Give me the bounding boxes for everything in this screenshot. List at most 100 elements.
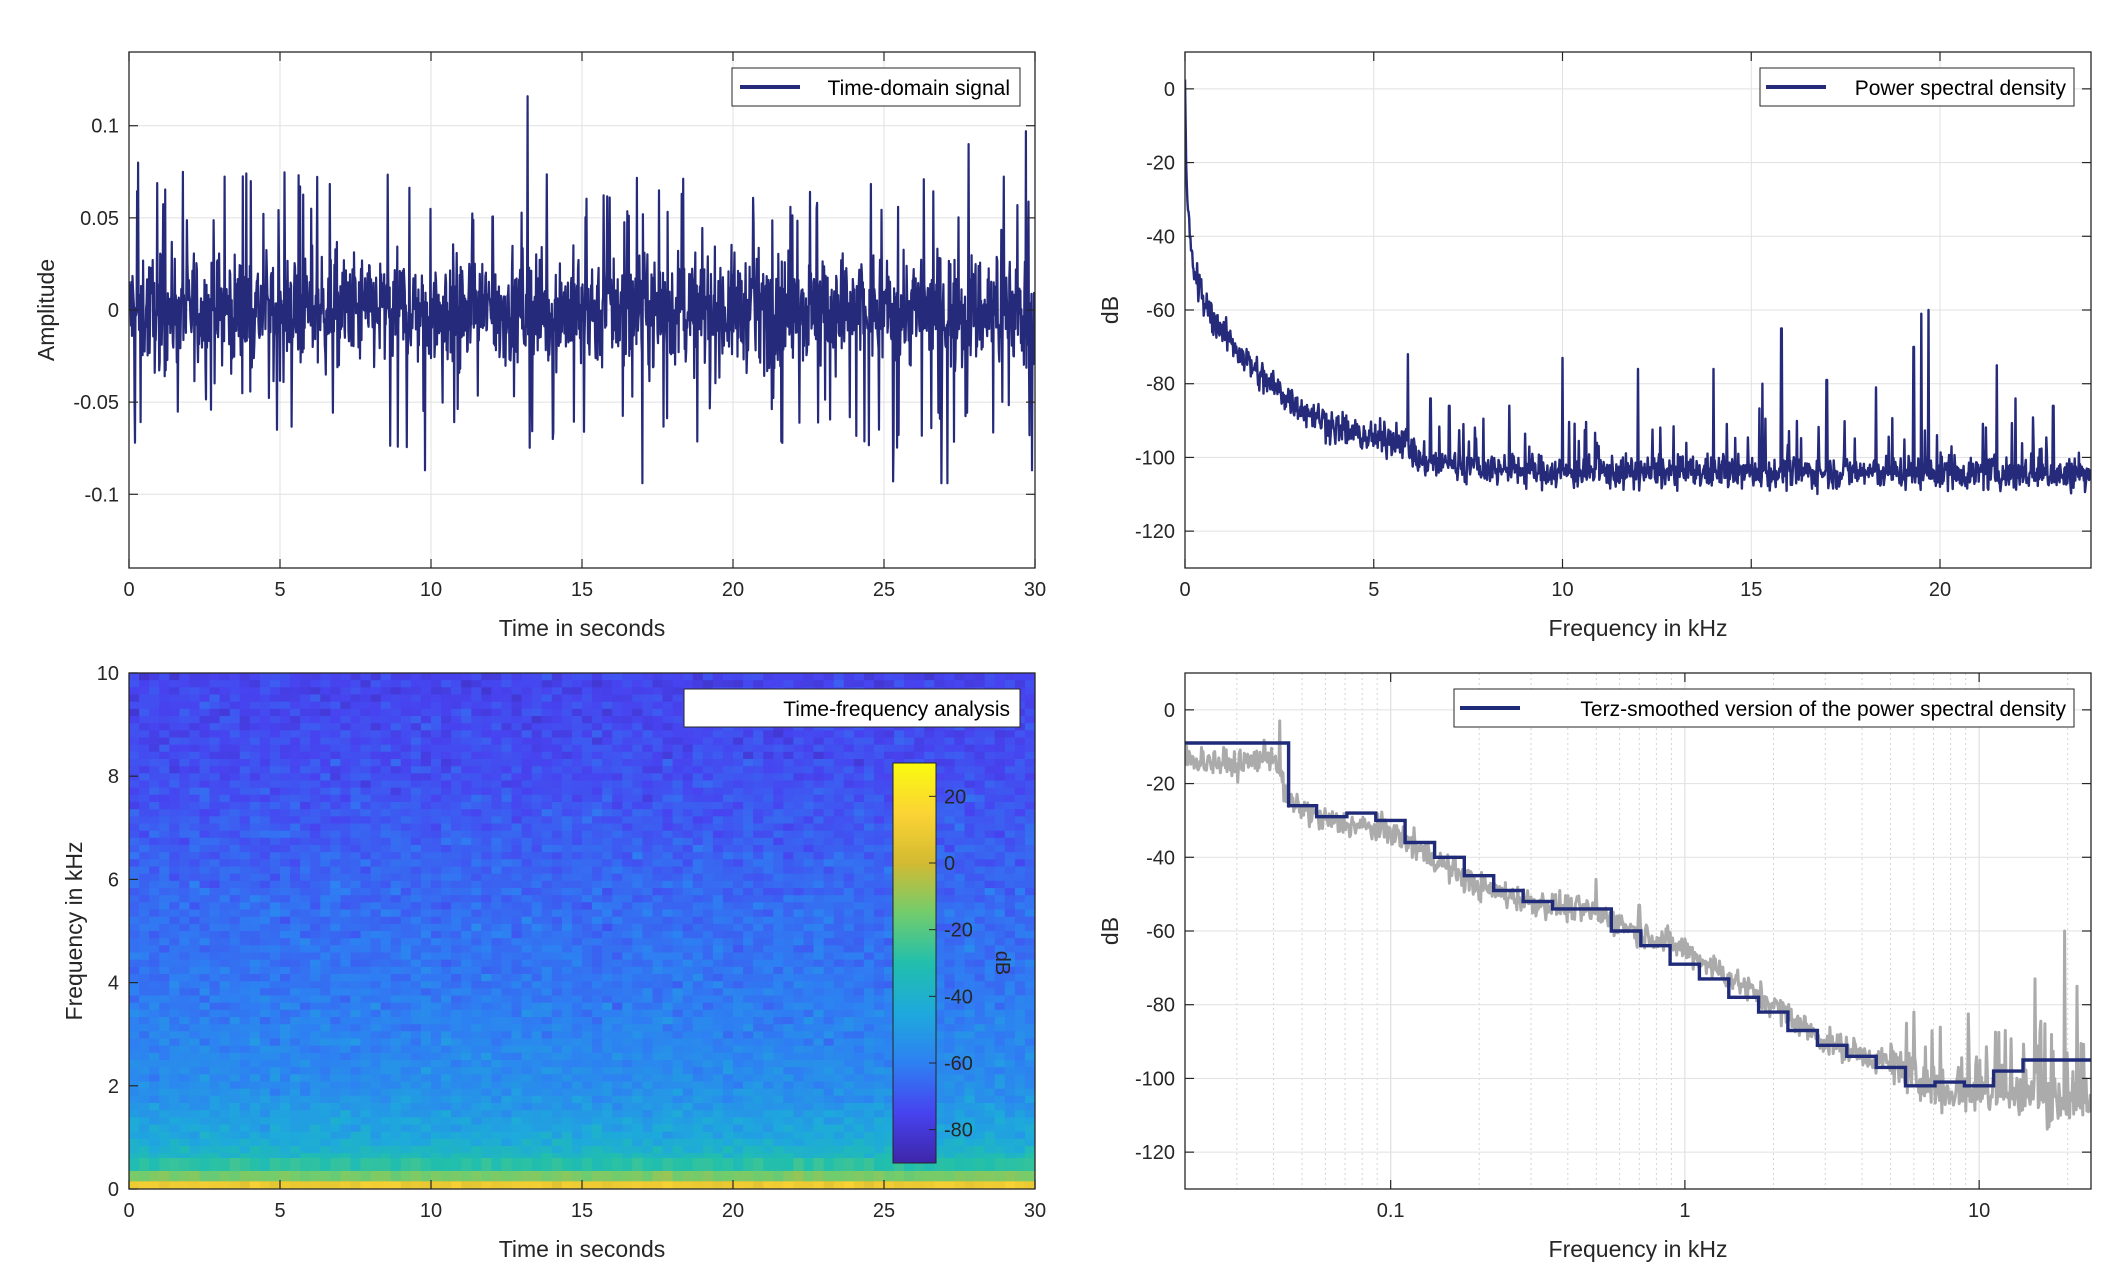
spectrogram-cell — [320, 809, 331, 817]
spectrogram-cell — [561, 780, 573, 789]
spectrogram-cell — [380, 701, 392, 710]
spectrogram-cell — [994, 773, 1006, 782]
spectrogram-cell — [793, 981, 805, 989]
spectrogram-cell — [964, 931, 976, 939]
spectrogram-cell — [259, 701, 271, 710]
spectrogram-cell — [410, 959, 422, 968]
spectrogram-cell — [692, 952, 704, 961]
spectrogram-cell — [743, 966, 754, 975]
spectrogram-cell — [360, 723, 372, 731]
spectrogram-cell — [431, 873, 442, 882]
spectrogram-cell — [853, 931, 865, 939]
spectrogram-cell — [280, 938, 291, 946]
spectrogram-cell — [662, 766, 674, 774]
spectrogram-cell — [139, 737, 150, 746]
spectrogram-cell — [551, 845, 563, 853]
spectrogram-cell — [179, 737, 190, 746]
spectrogram-cell — [602, 687, 613, 696]
spectrogram-cell — [793, 787, 805, 796]
spectrogram-cell — [692, 730, 704, 739]
spectrogram-cell — [733, 751, 744, 760]
spectrogram-cell — [491, 1038, 503, 1047]
spectrogram-cell — [722, 938, 734, 946]
spectrogram-cell — [481, 773, 492, 782]
spectrogram-cell — [612, 673, 623, 681]
spectrogram-cell — [582, 1002, 593, 1011]
spectrogram-cell — [763, 737, 774, 746]
spectrogram-cell — [1004, 744, 1016, 753]
spectrogram-cell — [410, 716, 422, 724]
spectrogram-cell — [914, 751, 925, 760]
spectrogram-cell — [129, 845, 140, 853]
spectrogram-cell — [803, 909, 815, 918]
spectrogram-cell — [672, 759, 684, 767]
spectrogram-cell — [964, 902, 976, 911]
spectrogram-cell — [179, 680, 190, 688]
spectrogram-cell — [511, 959, 523, 968]
spectrogram-cell — [652, 816, 664, 825]
spectrogram-cell — [1014, 737, 1026, 746]
spectrogram-cell — [360, 809, 372, 817]
psd-xtick-label: 20 — [1929, 579, 1951, 601]
spectrogram-cell — [622, 859, 633, 868]
spectrogram-cell — [712, 730, 724, 739]
spectrogram-cell — [259, 952, 271, 961]
spectrogram-cell — [954, 751, 966, 760]
spectrogram-cell — [280, 1052, 291, 1061]
spectrogram-cell — [813, 916, 825, 925]
spectrogram-cell — [441, 1024, 452, 1032]
spectrogram-cell — [501, 680, 513, 688]
spectrogram-cell — [441, 909, 452, 918]
spectrogram-cell — [471, 708, 482, 717]
spectrogram-cell — [602, 952, 613, 961]
spectrogram-cell — [189, 1045, 201, 1054]
spectrogram-cell — [481, 938, 492, 946]
spectrogram-cell — [823, 981, 835, 989]
spectrogram-cell — [249, 938, 261, 946]
spectrogram-cell — [159, 751, 170, 760]
spectrogram-cell — [561, 988, 573, 997]
spectrogram-cell — [501, 959, 513, 968]
spectrogram-cell — [632, 945, 643, 954]
spectrogram-cell — [169, 1009, 180, 1018]
spectrogram-cell — [521, 823, 533, 832]
spectrogram-cell — [823, 787, 835, 796]
spectrogram-cell — [501, 723, 513, 731]
spectrogram-cell — [994, 1009, 1006, 1018]
spectrogram-cell — [793, 730, 805, 739]
spectrogram-cell — [239, 787, 251, 796]
spectrogram-cell — [209, 794, 221, 803]
spectrogram-cell — [652, 1038, 664, 1047]
spectrogram-cell — [481, 780, 492, 789]
spectrogram-cell — [280, 988, 291, 997]
spectrogram-cell — [129, 701, 140, 710]
spectrogram-cell — [521, 988, 533, 997]
spectrogram-cell — [1014, 1038, 1026, 1047]
spectrogram-cell — [1024, 852, 1035, 860]
spectrogram-cell — [501, 1031, 513, 1040]
spectrogram-cell — [813, 852, 825, 860]
spectrogram-cell — [753, 845, 764, 853]
spectrogram-cell — [280, 830, 291, 839]
spectrogram-cell — [461, 737, 472, 746]
spectrogram-cell — [853, 1038, 865, 1047]
spectrogram-cell — [561, 830, 573, 839]
spectrogram-cell — [481, 988, 492, 997]
spectrogram-cell — [813, 744, 825, 753]
spectrogram-cell — [682, 845, 694, 853]
spectrogram-cell — [954, 759, 966, 767]
spectrogram-cell — [259, 751, 271, 760]
spectrogram-cell — [481, 873, 492, 882]
spectrogram-cell — [642, 809, 654, 817]
spectrogram-cell — [280, 673, 291, 681]
spectrogram-cell — [249, 852, 261, 860]
spectrogram-cell — [511, 816, 523, 825]
spectrogram-cell — [783, 1038, 794, 1047]
spectrogram-cell — [139, 794, 150, 803]
spectrogram-cell — [974, 923, 986, 932]
spectrogram-cell — [833, 902, 845, 911]
spectrogram-cell — [1004, 966, 1016, 975]
spectrogram-cell — [501, 716, 513, 724]
spectrogram-cell — [1024, 787, 1035, 796]
spectrogram-cell — [833, 981, 845, 989]
